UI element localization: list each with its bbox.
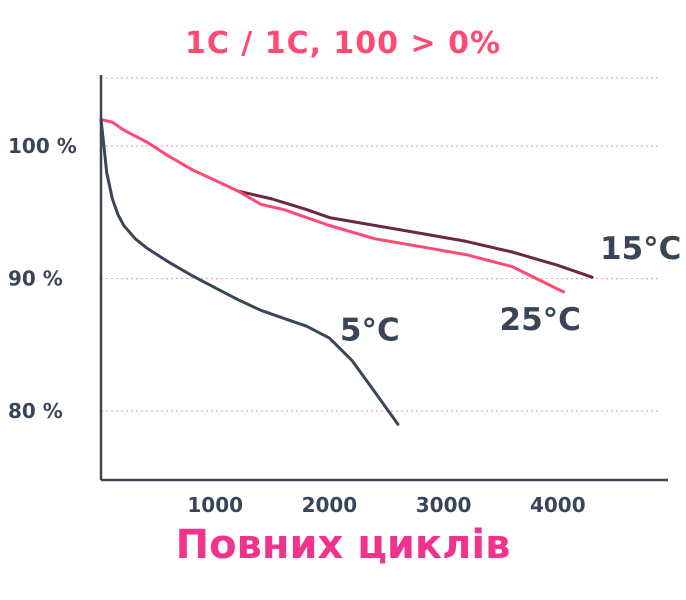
chart-title: 1C / 1C, 100 > 0% (184, 26, 502, 61)
series-label-25c: 25°C (500, 302, 581, 338)
series-line-15c (236, 189, 594, 279)
x-tick-label: 1000 (187, 493, 243, 517)
series-line-25c (99, 118, 565, 294)
y-tick-label: 100 % (8, 134, 77, 158)
x-tick-label: 4000 (530, 493, 586, 517)
series-line-5c (99, 118, 400, 426)
series-lines (99, 118, 594, 426)
x-tick-label: 3000 (416, 493, 472, 517)
grid-lines (101, 77, 658, 412)
series-labels: 15°C 25°C 5°C (340, 231, 682, 348)
x-tick-label: 2000 (302, 493, 358, 517)
tick-labels: 80 % 90 % 100 % 1000 2000 3000 4000 (8, 134, 586, 517)
axes (99, 75, 668, 482)
x-axis-title: Повних циклів (175, 522, 511, 568)
y-tick-label: 80 % (8, 399, 63, 423)
y-tick-label: 90 % (8, 267, 63, 291)
series-label-5c: 5°C (340, 312, 400, 348)
series-label-15c: 15°C (600, 231, 681, 267)
